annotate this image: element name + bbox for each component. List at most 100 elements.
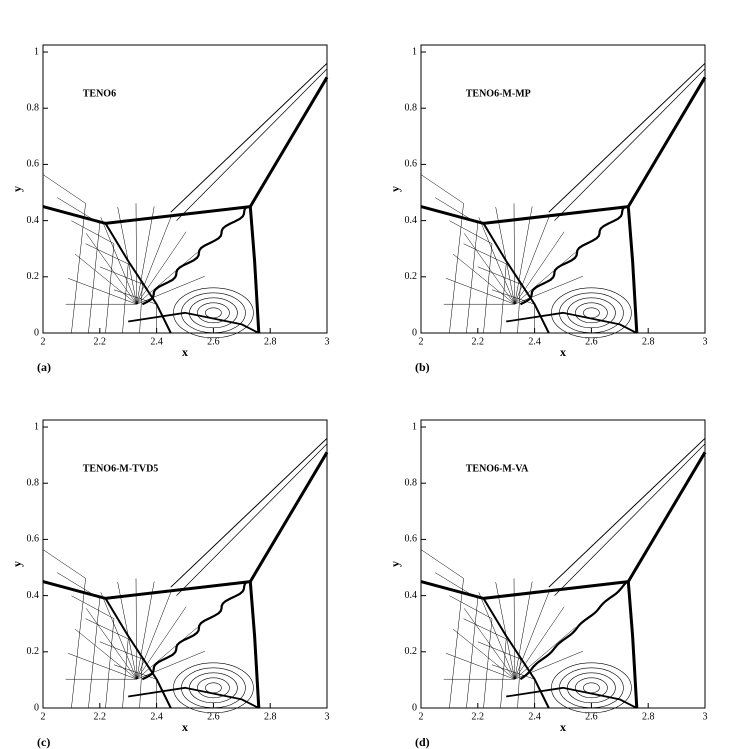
plot-frame (42, 44, 328, 334)
x-tick-label: 2 (419, 711, 424, 722)
contour-line (514, 231, 565, 305)
contour-line (513, 578, 515, 680)
mach-stem (626, 206, 639, 334)
panel: 2 2.2 2.4 2.6 2.8 3 0 0.2 0.4 0.6 0.8 1 x y (b) TENO6-M… (388, 44, 708, 374)
contour-line (477, 641, 521, 709)
contour-line (170, 437, 328, 588)
contour-line (551, 287, 632, 339)
y-tick-label: 0 (34, 702, 39, 713)
contour-line (117, 207, 137, 305)
contour-line (514, 252, 576, 305)
shock (420, 580, 629, 600)
y-tick-label: 0.4 (27, 590, 40, 601)
contour-line (491, 664, 535, 708)
contour-line (514, 606, 565, 680)
contour-line (71, 220, 115, 334)
x-tick-label: 3 (703, 336, 708, 347)
contour-line (567, 297, 616, 329)
contour-line (74, 253, 137, 305)
contour-line (420, 174, 464, 334)
contour-line (113, 289, 157, 333)
x-tick-label: 2 (41, 336, 46, 347)
mach-stem (626, 581, 639, 709)
contour-line (42, 174, 86, 334)
x-tick-label: 2.6 (585, 336, 598, 347)
contour-line (548, 437, 706, 588)
reflected-shock (627, 451, 707, 583)
y-tick-label: 0.6 (27, 534, 40, 545)
x-tick-label: 2.2 (94, 336, 107, 347)
contour-line (554, 443, 706, 596)
contour-line (491, 289, 535, 333)
x-axis-label: x (182, 720, 188, 734)
contour-line (197, 677, 230, 699)
contour-line (548, 62, 706, 213)
contour-line (513, 203, 515, 305)
panel-label: (b) (415, 360, 430, 374)
x-tick-label: 2.8 (264, 711, 277, 722)
y-axis-label: y (388, 186, 402, 192)
reflected-shock (249, 76, 329, 208)
contour-line (135, 578, 137, 680)
x-tick-label: 2.6 (207, 711, 220, 722)
reflected-shock (627, 76, 707, 208)
contour-line (189, 297, 238, 329)
contour-line (113, 664, 157, 708)
x-tick-label: 2.2 (472, 711, 485, 722)
contour-line (136, 591, 172, 680)
x-tick-label: 3 (325, 336, 330, 347)
contour-line (128, 311, 260, 334)
x-tick-label: 2.4 (528, 336, 541, 347)
y-tick-label: 0.6 (405, 159, 418, 170)
contour-line (68, 653, 137, 680)
contour-line (575, 677, 608, 699)
contour-line (176, 68, 328, 221)
y-tick-label: 0.8 (27, 103, 40, 114)
slip-line (519, 205, 626, 306)
contour-line (136, 252, 198, 305)
x-tick-label: 2.4 (150, 711, 163, 722)
shock (42, 580, 251, 600)
contour-line (205, 682, 222, 694)
y-tick-label: 0.4 (405, 215, 418, 226)
contour-line (420, 549, 464, 709)
contour-line (136, 627, 198, 680)
contour-line (514, 627, 576, 680)
contour-line (583, 682, 600, 694)
contour-line (173, 287, 254, 339)
contour-line (463, 618, 507, 709)
contour-line (551, 662, 632, 714)
x-tick-label: 2.6 (585, 711, 598, 722)
contour-line (435, 197, 479, 334)
panel-label: (a) (37, 360, 51, 374)
contour-line (583, 307, 600, 319)
contour-line (57, 197, 101, 334)
contour-line (42, 549, 86, 709)
contour-line (71, 595, 115, 709)
contour-line (559, 667, 624, 709)
x-axis-label: x (560, 345, 566, 359)
panel-annotation: TENO6-M-TVD5 (83, 463, 159, 474)
contour-line (85, 243, 129, 334)
shock (482, 222, 550, 334)
panel-annotation: TENO6 (83, 88, 116, 99)
panel: 2 2.2 2.4 2.6 2.8 3 0 0.2 0.4 0.6 0.8 1 x y (a) TENO6 (10, 44, 330, 374)
y-tick-label: 0.8 (27, 478, 40, 489)
y-tick-label: 1 (34, 46, 39, 57)
y-tick-label: 0.2 (405, 271, 418, 282)
y-tick-label: 0.8 (405, 103, 418, 114)
x-tick-label: 2.6 (207, 336, 220, 347)
panel: 2 2.2 2.4 2.6 2.8 3 0 0.2 0.4 0.6 0.8 1 x y (d) TENO6-M… (388, 419, 708, 749)
contour-line (205, 307, 222, 319)
y-tick-label: 1 (412, 46, 417, 57)
contour-line (136, 206, 155, 305)
contour-line (478, 217, 515, 305)
contour-line (170, 62, 328, 213)
shock (104, 597, 172, 709)
x-tick-label: 2.8 (642, 336, 655, 347)
y-tick-label: 0.2 (27, 646, 40, 657)
x-tick-label: 2.2 (472, 336, 485, 347)
contour-line (181, 667, 246, 709)
contour-line (136, 581, 155, 680)
plot-frame (420, 419, 706, 709)
